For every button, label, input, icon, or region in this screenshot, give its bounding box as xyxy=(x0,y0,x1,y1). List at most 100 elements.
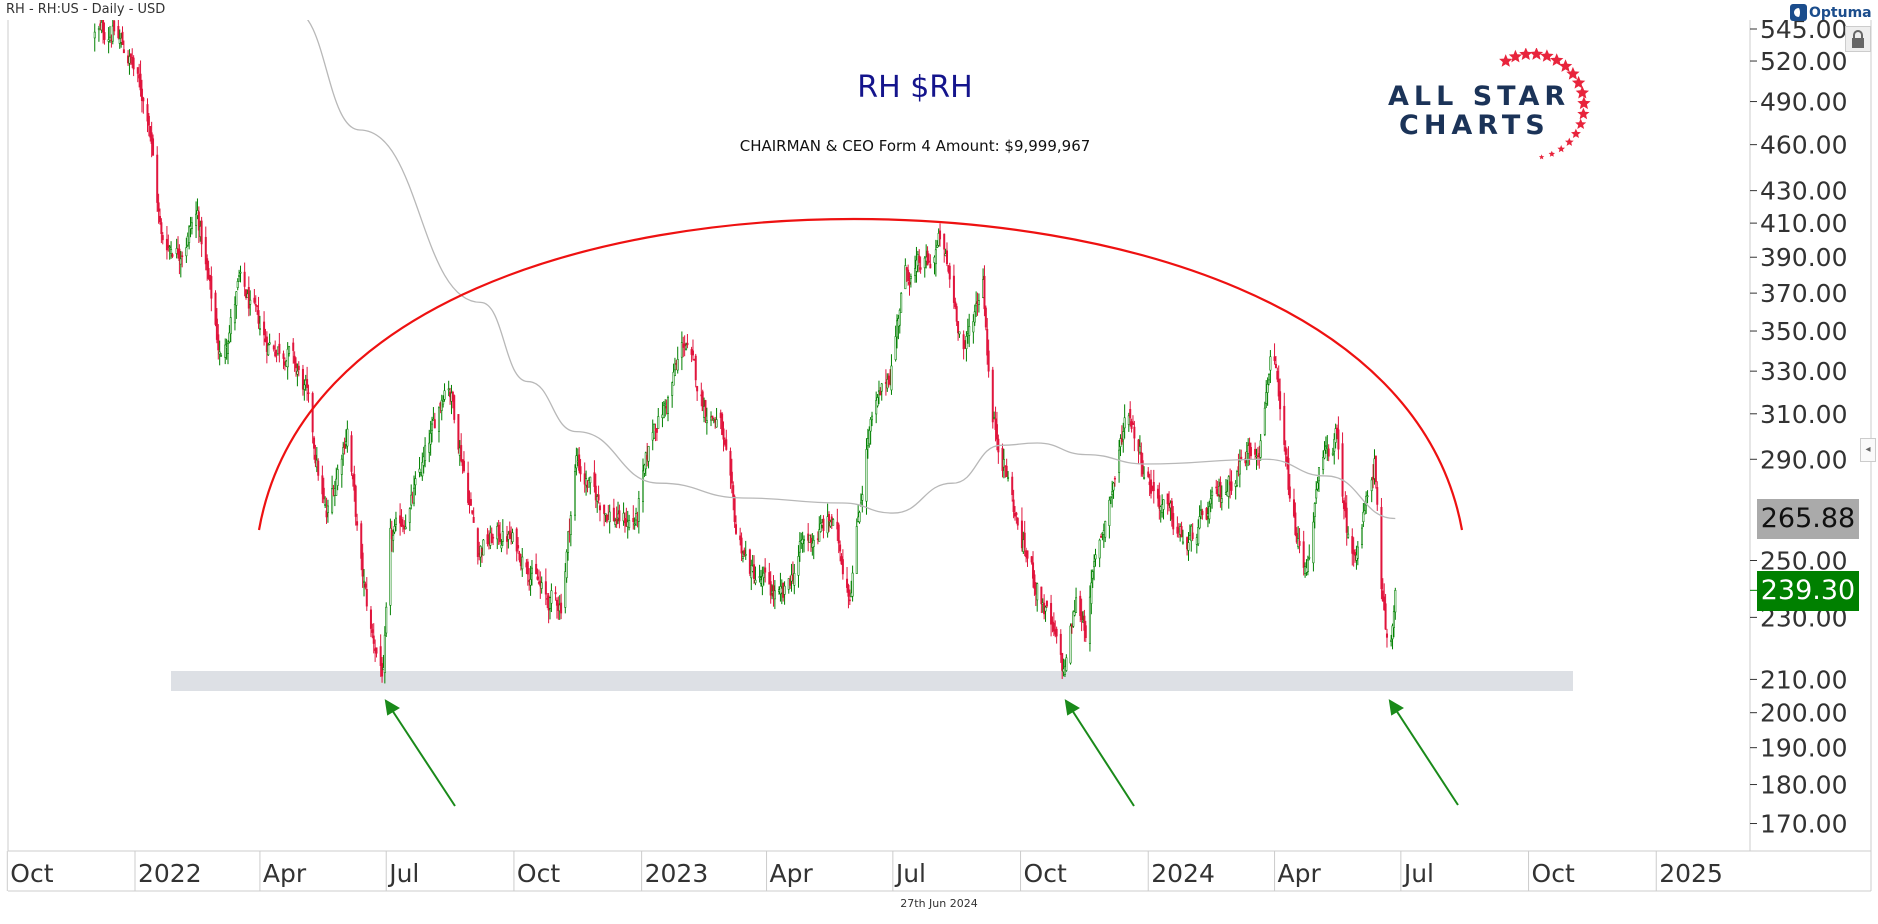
candle-body xyxy=(442,401,445,405)
candle-body xyxy=(644,452,647,470)
candle-body xyxy=(274,351,277,357)
candle-body xyxy=(111,25,114,42)
candle-body xyxy=(204,236,207,265)
candle-body xyxy=(929,263,932,269)
candle-body xyxy=(286,348,289,368)
candle-body xyxy=(440,399,443,411)
candle-body xyxy=(832,519,835,526)
candle-body xyxy=(1162,499,1165,510)
price-tick-label: 390.00 xyxy=(1760,243,1847,272)
candle-body xyxy=(486,534,489,545)
candle-body xyxy=(1316,482,1319,490)
candle-body xyxy=(1138,446,1141,453)
candle-body xyxy=(443,390,446,400)
candle-body xyxy=(936,244,939,248)
candle-body xyxy=(109,36,112,41)
candle-body xyxy=(1123,417,1126,429)
candle-body xyxy=(948,265,951,280)
candle-body xyxy=(986,329,989,356)
candle-body xyxy=(657,416,660,429)
candle-body xyxy=(267,344,270,356)
candle-body xyxy=(1341,443,1344,497)
candle-body xyxy=(686,342,689,346)
logo-star xyxy=(1571,128,1581,138)
logo-stars-icon xyxy=(1499,48,1591,160)
candle-body xyxy=(740,537,743,554)
candle-body xyxy=(400,519,403,527)
candle-body xyxy=(904,265,907,290)
candle-body xyxy=(1390,639,1393,642)
candle-body xyxy=(672,371,675,386)
candle-body xyxy=(515,528,518,552)
candle-body xyxy=(573,471,576,516)
logo-star xyxy=(1566,66,1580,80)
candle-body xyxy=(1219,481,1222,498)
candle-body xyxy=(301,368,304,390)
candle-body xyxy=(768,572,771,585)
candle-body xyxy=(871,415,874,421)
candle-body xyxy=(653,423,656,439)
candle-body xyxy=(1284,446,1287,455)
candle-body xyxy=(968,326,971,336)
candle-body xyxy=(1045,600,1048,607)
candle-body xyxy=(1370,479,1373,492)
candle-body xyxy=(122,49,125,54)
logo-star xyxy=(1575,85,1589,99)
candle-body xyxy=(321,475,324,495)
candle-body xyxy=(385,606,388,634)
optuma-label: Optuma xyxy=(1809,4,1872,21)
candle-body xyxy=(1244,458,1247,464)
candle-body xyxy=(157,202,160,212)
candle-body xyxy=(342,447,345,455)
candle-body xyxy=(1075,597,1078,613)
candle-body xyxy=(200,220,203,245)
price-tick-label: 200.00 xyxy=(1760,699,1847,728)
chart-title: RH $RH xyxy=(857,70,973,105)
candle-body xyxy=(769,581,772,596)
candle-body xyxy=(401,524,404,527)
candle-body xyxy=(356,521,359,526)
panel-expand-arrow[interactable]: ◂ xyxy=(1860,438,1876,462)
candle-body xyxy=(762,572,765,578)
candle-body xyxy=(1323,449,1326,459)
candle-body xyxy=(578,454,581,471)
candle-body xyxy=(218,351,221,355)
candle-body xyxy=(841,559,844,575)
candle-body xyxy=(783,585,786,595)
candle-body xyxy=(156,154,159,203)
chart-header-label: RH - RH:US - Daily - USD xyxy=(6,2,166,17)
candle-body xyxy=(628,520,631,528)
price-tick-label: 430.00 xyxy=(1760,177,1847,206)
candle-body xyxy=(1088,596,1091,644)
candle-body xyxy=(587,480,590,488)
candle-body xyxy=(129,53,132,58)
lock-icon[interactable] xyxy=(1845,26,1871,52)
candle-body xyxy=(1269,356,1272,371)
candle-body xyxy=(876,397,879,407)
logo-star xyxy=(1565,137,1574,146)
candle-body xyxy=(1187,542,1190,551)
candle-body xyxy=(696,386,699,392)
candle-body xyxy=(210,276,213,299)
time-tick-label: Oct xyxy=(10,859,53,888)
candle-body xyxy=(360,523,363,559)
candle-body xyxy=(919,267,922,270)
candle-body xyxy=(1033,574,1036,589)
time-axis[interactable]: Oct 2022 Apr Jul Oct 2023 Apr Jul Oct 2024 Apr Jul O… xyxy=(6,851,1723,891)
candle-body xyxy=(249,299,252,305)
candle-body xyxy=(195,213,198,226)
candle-body xyxy=(812,539,815,547)
candle-body xyxy=(1191,532,1194,539)
logo-star xyxy=(1540,49,1554,62)
candle-body xyxy=(1354,552,1357,556)
price-axis[interactable]: 545.00520.00490.00460.00430.00410.00390.… xyxy=(1750,15,1847,839)
candle-body xyxy=(152,138,155,156)
candle-body xyxy=(171,254,174,257)
candle-body xyxy=(292,342,295,351)
candle-body xyxy=(521,556,524,570)
candle-body xyxy=(215,318,218,340)
candle-body xyxy=(993,417,996,419)
price-tick-label: 310.00 xyxy=(1760,400,1847,429)
candle-body xyxy=(1147,471,1150,477)
